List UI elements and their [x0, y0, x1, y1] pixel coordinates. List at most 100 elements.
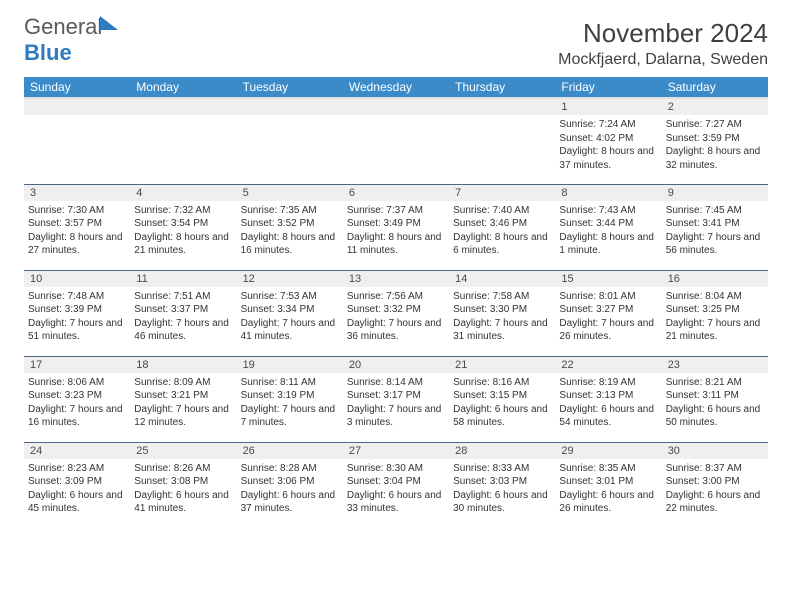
sunset-text: Sunset: 3:30 PM: [453, 303, 551, 317]
daylight-text: Daylight: 8 hours and 11 minutes.: [347, 231, 445, 258]
sunset-text: Sunset: 3:11 PM: [666, 389, 764, 403]
day-details: Sunrise: 7:43 AMSunset: 3:44 PMDaylight:…: [555, 201, 661, 262]
calendar-cell: 9Sunrise: 7:45 AMSunset: 3:41 PMDaylight…: [662, 184, 768, 270]
sunrise-text: Sunrise: 8:06 AM: [28, 376, 126, 390]
col-wednesday: Wednesday: [343, 77, 449, 98]
daylight-text: Daylight: 8 hours and 1 minute.: [559, 231, 657, 258]
calendar-week-row: 17 Sunrise: 8:06 AMSunset: 3:23 PM Dayligh…: [24, 356, 768, 442]
sunrise-text: Sunrise: 8:37 AM: [666, 462, 764, 476]
sunrise-text: Sunrise: 7:24 AM: [559, 118, 657, 132]
calendar-cell: 2Sunrise: 7:27 AMSunset: 3:59 PMDaylight…: [662, 98, 768, 184]
daylight-text: Daylight: 8 hours and 6 minutes.: [453, 231, 551, 258]
sunrise-text: Sunrise: 7:27 AM: [666, 118, 764, 132]
col-saturday: Saturday: [662, 77, 768, 98]
calendar-table: Sunday Monday Tuesday Wednesday Thursday…: [24, 77, 768, 528]
daylight-text: Daylight: 7 hours and 41 minutes.: [241, 317, 339, 344]
day-number: 9: [662, 185, 768, 201]
day-details: Sunrise: 8:33 AMSunset: 3:03 PMDaylight:…: [449, 459, 555, 520]
day-number: 30: [662, 443, 768, 459]
sunrise-text: Sunrise: 8:16 AM: [453, 376, 551, 390]
calendar-cell: 18Sunrise: 8:09 AMSunset: 3:21 PMDayligh…: [130, 356, 236, 442]
calendar-cell: 1Sunrise: 7:24 AMSunset: 4:02 PMDaylight…: [555, 98, 661, 184]
daylight-text: Daylight: 7 hours and 51 minutes.: [28, 317, 126, 344]
calendar-cell: 19Sunrise: 8:11 AMSunset: 3:19 PMDayligh…: [237, 356, 343, 442]
day-number: 12: [237, 271, 343, 287]
daylight-text: Daylight: 6 hours and 33 minutes.: [347, 489, 445, 516]
calendar-cell: 27Sunrise: 8:30 AMSunset: 3:04 PMDayligh…: [343, 442, 449, 528]
day-number: 23: [662, 357, 768, 373]
sunset-text: Sunset: 3:34 PM: [241, 303, 339, 317]
calendar-cell: [343, 98, 449, 184]
calendar-cell: 5Sunrise: 7:35 AMSunset: 3:52 PMDaylight…: [237, 184, 343, 270]
sunset-text: Sunset: 3:01 PM: [559, 475, 657, 489]
calendar-cell: 14Sunrise: 7:58 AMSunset: 3:30 PMDayligh…: [449, 270, 555, 356]
calendar-cell: 28Sunrise: 8:33 AMSunset: 3:03 PMDayligh…: [449, 442, 555, 528]
brand-logo: General Blue: [24, 14, 144, 66]
sunrise-text: Sunrise: 7:51 AM: [134, 290, 232, 304]
day-number: 18: [130, 357, 236, 373]
daylight-text: Daylight: 7 hours and 46 minutes.: [134, 317, 232, 344]
calendar-cell: 26Sunrise: 8:28 AMSunset: 3:06 PMDayligh…: [237, 442, 343, 528]
col-tuesday: Tuesday: [237, 77, 343, 98]
daylight-text: Daylight: 7 hours and 26 minutes.: [559, 317, 657, 344]
day-details: Sunrise: 8:23 AMSunset: 3:09 PMDaylight:…: [24, 459, 130, 520]
sunset-text: Sunset: 3:08 PM: [134, 475, 232, 489]
sunset-text: Sunset: 4:02 PM: [559, 132, 657, 146]
sunset-text: Sunset: 3:52 PM: [241, 217, 339, 231]
sunset-text: Sunset: 3:59 PM: [666, 132, 764, 146]
day-number: 27: [343, 443, 449, 459]
daylight-text: Daylight: 7 hours and 21 minutes.: [666, 317, 764, 344]
day-details: Sunrise: 7:53 AMSunset: 3:34 PMDaylight:…: [237, 287, 343, 348]
sunrise-text: Sunrise: 8:19 AM: [559, 376, 657, 390]
sunrise-text: Sunrise: 8:26 AM: [134, 462, 232, 476]
day-number: 11: [130, 271, 236, 287]
sunrise-text: Sunrise: 8:01 AM: [559, 290, 657, 304]
calendar-cell: 8Sunrise: 7:43 AMSunset: 3:44 PMDaylight…: [555, 184, 661, 270]
sunrise-text: Sunrise: 7:56 AM: [347, 290, 445, 304]
sunrise-text: Sunrise: 8:23 AM: [28, 462, 126, 476]
day-details: Sunrise: 7:30 AMSunset: 3:57 PMDaylight:…: [24, 201, 130, 262]
sunrise-text: Sunrise: 7:43 AM: [559, 204, 657, 218]
sunset-text: Sunset: 3:37 PM: [134, 303, 232, 317]
day-number: [343, 99, 449, 115]
daylight-text: Daylight: 8 hours and 27 minutes.: [28, 231, 126, 258]
day-number: [449, 99, 555, 115]
sunset-text: Sunset: 3:44 PM: [559, 217, 657, 231]
sunset-text: Sunset: 3:23 PM: [28, 389, 126, 403]
daylight-text: Daylight: 6 hours and 58 minutes.: [453, 403, 551, 430]
day-number: 19: [237, 357, 343, 373]
day-number: 17: [24, 357, 130, 373]
brand-part1: General: [24, 14, 102, 39]
day-details: Sunrise: 8:01 AMSunset: 3:27 PMDaylight:…: [555, 287, 661, 348]
daylight-text: Daylight: 6 hours and 22 minutes.: [666, 489, 764, 516]
calendar-cell: 7Sunrise: 7:40 AMSunset: 3:46 PMDaylight…: [449, 184, 555, 270]
day-number: 20: [343, 357, 449, 373]
day-details: Sunrise: 7:35 AMSunset: 3:52 PMDaylight:…: [237, 201, 343, 262]
sunset-text: Sunset: 3:27 PM: [559, 303, 657, 317]
calendar-body: 1Sunrise: 7:24 AMSunset: 4:02 PMDaylight…: [24, 98, 768, 528]
sunrise-text: Sunrise: 8:14 AM: [347, 376, 445, 390]
day-details: Sunrise: 7:37 AMSunset: 3:49 PMDaylight:…: [343, 201, 449, 262]
day-number: 24: [24, 443, 130, 459]
sunrise-text: Sunrise: 8:04 AM: [666, 290, 764, 304]
sunrise-text: Sunrise: 7:35 AM: [241, 204, 339, 218]
day-details: Sunrise: 8:30 AMSunset: 3:04 PMDaylight:…: [343, 459, 449, 520]
calendar-cell: 22Sunrise: 8:19 AMSunset: 3:13 PMDayligh…: [555, 356, 661, 442]
sunrise-text: Sunrise: 7:48 AM: [28, 290, 126, 304]
sunrise-text: Sunrise: 7:37 AM: [347, 204, 445, 218]
daylight-text: Daylight: 6 hours and 26 minutes.: [559, 489, 657, 516]
day-details: Sunrise: 8:35 AMSunset: 3:01 PMDaylight:…: [555, 459, 661, 520]
sunrise-text: Sunrise: 8:11 AM: [241, 376, 339, 390]
day-number: 2: [662, 99, 768, 115]
daylight-text: Daylight: 6 hours and 54 minutes.: [559, 403, 657, 430]
day-number: 16: [662, 271, 768, 287]
sunset-text: Sunset: 3:03 PM: [453, 475, 551, 489]
day-number: 22: [555, 357, 661, 373]
day-details: Sunrise: 7:56 AMSunset: 3:32 PMDaylight:…: [343, 287, 449, 348]
calendar-week-row: 10Sunrise: 7:48 AMSunset: 3:39 PMDayligh…: [24, 270, 768, 356]
sunset-text: Sunset: 3:25 PM: [666, 303, 764, 317]
day-number: 7: [449, 185, 555, 201]
calendar-cell: 21Sunrise: 8:16 AMSunset: 3:15 PMDayligh…: [449, 356, 555, 442]
daylight-text: Daylight: 7 hours and 3 minutes.: [347, 403, 445, 430]
sunrise-text: Sunrise: 7:53 AM: [241, 290, 339, 304]
